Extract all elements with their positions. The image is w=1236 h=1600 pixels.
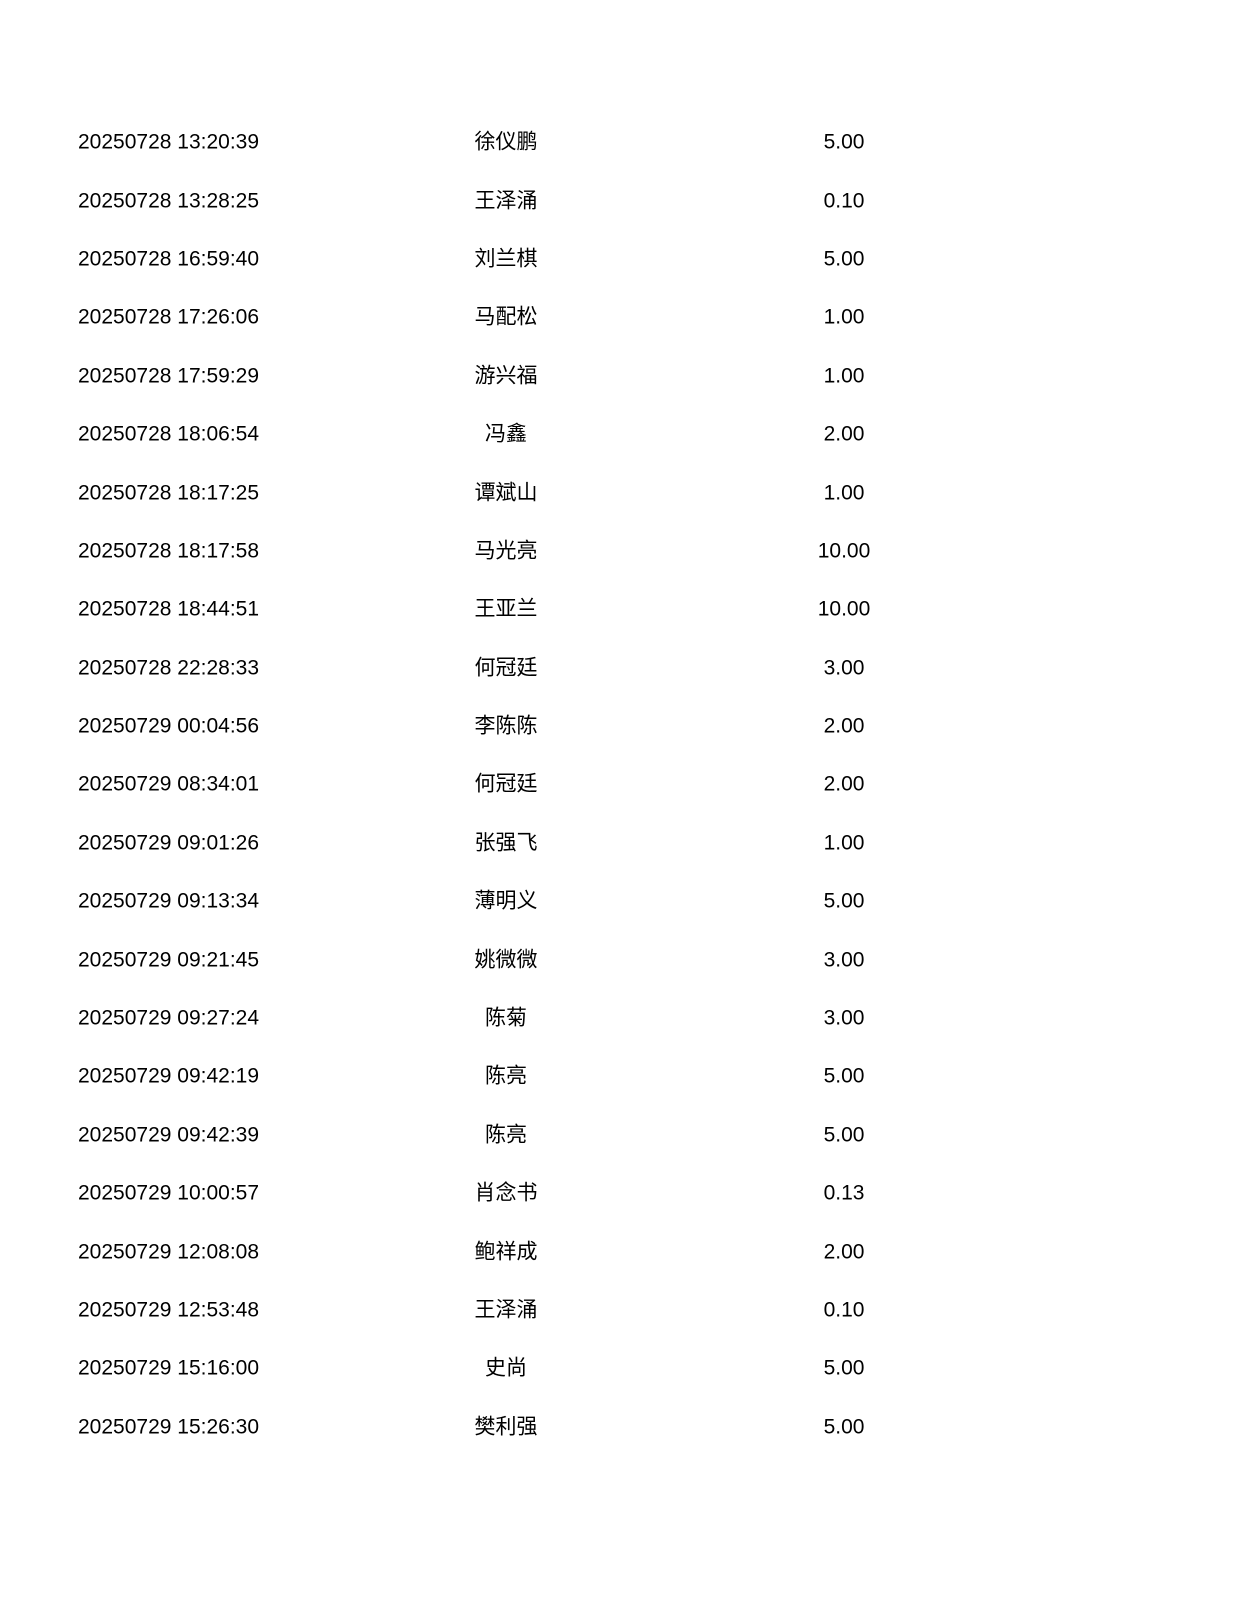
transaction-time: 20250729 00:04:56 (78, 714, 260, 738)
table-row: 20250728 18:06:54 冯鑫 2.00 (0, 405, 1236, 463)
table-row: 20250729 09:42:39 陈亮 5.00 (0, 1106, 1236, 1164)
transaction-amount: 1.00 (823, 831, 865, 855)
transaction-time: 20250729 12:08:08 (78, 1240, 260, 1264)
transaction-time: 20250729 09:21:45 (78, 948, 260, 972)
transaction-name: 陈亮 (485, 1064, 527, 1088)
transaction-amount: 0.10 (823, 1298, 865, 1322)
transaction-amount: 1.00 (823, 481, 865, 505)
transaction-name: 王泽涌 (474, 189, 538, 213)
transaction-name: 马配松 (474, 305, 538, 329)
transaction-amount: 5.00 (823, 1064, 865, 1088)
transaction-time: 20250728 13:20:39 (78, 130, 260, 154)
transaction-amount: 10.00 (817, 597, 871, 621)
transaction-amount: 0.10 (823, 189, 865, 213)
table-row: 20250729 08:34:01 何冠廷 2.00 (0, 755, 1236, 813)
transaction-amount: 10.00 (817, 539, 871, 563)
transaction-time: 20250728 16:59:40 (78, 247, 260, 271)
transaction-time: 20250728 22:28:33 (78, 656, 260, 680)
transaction-name: 陈亮 (485, 1123, 527, 1147)
transaction-time: 20250729 08:34:01 (78, 772, 260, 796)
transaction-amount: 3.00 (823, 656, 865, 680)
transactions-table: 20250728 13:20:39 徐仪鹏 5.00 20250728 13:28:2… (0, 113, 1236, 1456)
transaction-name: 姚微微 (474, 948, 538, 972)
transaction-amount: 5.00 (823, 130, 865, 154)
table-row: 20250729 09:01:26 张强飞 1.00 (0, 814, 1236, 872)
transaction-name: 谭斌山 (474, 481, 538, 505)
table-row: 20250729 09:13:34 薄明义 5.00 (0, 872, 1236, 930)
transaction-time: 20250728 17:26:06 (78, 305, 260, 329)
transaction-time: 20250728 17:59:29 (78, 364, 260, 388)
transaction-time: 20250729 09:01:26 (78, 831, 260, 855)
transaction-name: 马光亮 (474, 539, 538, 563)
transaction-amount: 5.00 (823, 1415, 865, 1439)
transaction-time: 20250729 10:00:57 (78, 1181, 260, 1205)
transaction-name: 何冠廷 (474, 656, 538, 680)
table-row: 20250728 16:59:40 刘兰棋 5.00 (0, 230, 1236, 288)
transaction-amount: 2.00 (823, 422, 865, 446)
transaction-time: 20250729 09:42:19 (78, 1064, 260, 1088)
transaction-amount: 2.00 (823, 714, 865, 738)
transaction-name: 陈菊 (485, 1006, 527, 1030)
table-row: 20250729 09:21:45 姚微微 3.00 (0, 930, 1236, 988)
transaction-name: 史尚 (485, 1356, 527, 1380)
table-row: 20250728 18:17:58 马光亮 10.00 (0, 522, 1236, 580)
transaction-amount: 0.13 (823, 1181, 865, 1205)
table-row: 20250728 17:26:06 马配松 1.00 (0, 288, 1236, 346)
table-row: 20250729 09:42:19 陈亮 5.00 (0, 1047, 1236, 1105)
table-row: 20250729 10:00:57 肖念书 0.13 (0, 1164, 1236, 1222)
transaction-time: 20250728 18:06:54 (78, 422, 260, 446)
table-row: 20250728 18:17:25 谭斌山 1.00 (0, 463, 1236, 521)
table-row: 20250728 17:59:29 游兴福 1.00 (0, 347, 1236, 405)
transaction-name: 薄明义 (474, 889, 538, 913)
transaction-time: 20250729 15:26:30 (78, 1415, 260, 1439)
table-row: 20250728 13:20:39 徐仪鹏 5.00 (0, 113, 1236, 171)
table-row: 20250729 15:16:00 史尚 5.00 (0, 1339, 1236, 1397)
table-row: 20250729 12:53:48 王泽涌 0.10 (0, 1281, 1236, 1339)
transaction-name: 何冠廷 (474, 772, 538, 796)
table-row: 20250729 00:04:56 李陈陈 2.00 (0, 697, 1236, 755)
transaction-name: 王亚兰 (474, 597, 538, 621)
table-row: 20250729 15:26:30 樊利强 5.00 (0, 1398, 1236, 1456)
transaction-name: 李陈陈 (474, 714, 538, 738)
table-row: 20250728 22:28:33 何冠廷 3.00 (0, 639, 1236, 697)
transaction-time: 20250729 15:16:00 (78, 1356, 260, 1380)
transaction-name: 刘兰棋 (474, 247, 538, 271)
transaction-time: 20250729 09:27:24 (78, 1006, 260, 1030)
transaction-name: 樊利强 (474, 1415, 538, 1439)
transaction-amount: 5.00 (823, 889, 865, 913)
transaction-name: 鲍祥成 (474, 1240, 538, 1264)
table-row: 20250728 18:44:51 王亚兰 10.00 (0, 580, 1236, 638)
transaction-name: 冯鑫 (485, 422, 527, 446)
transaction-name: 肖念书 (474, 1181, 538, 1205)
transaction-name: 徐仪鹏 (474, 130, 538, 154)
transaction-time: 20250728 13:28:25 (78, 189, 260, 213)
transaction-time: 20250729 12:53:48 (78, 1298, 260, 1322)
transaction-time: 20250728 18:44:51 (78, 597, 260, 621)
table-row: 20250729 09:27:24 陈菊 3.00 (0, 989, 1236, 1047)
transaction-amount: 5.00 (823, 1356, 865, 1380)
transaction-amount: 1.00 (823, 364, 865, 388)
transaction-time: 20250728 18:17:25 (78, 481, 260, 505)
transaction-name: 王泽涌 (474, 1298, 538, 1322)
transaction-amount: 2.00 (823, 1240, 865, 1264)
table-row: 20250728 13:28:25 王泽涌 0.10 (0, 171, 1236, 229)
transaction-amount: 3.00 (823, 1006, 865, 1030)
transaction-name: 张强飞 (474, 831, 538, 855)
transaction-amount: 2.00 (823, 772, 865, 796)
transaction-amount: 3.00 (823, 948, 865, 972)
transaction-name: 游兴福 (474, 364, 538, 388)
transaction-time: 20250728 18:17:58 (78, 539, 260, 563)
transaction-amount: 5.00 (823, 247, 865, 271)
transaction-amount: 5.00 (823, 1123, 865, 1147)
transaction-time: 20250729 09:13:34 (78, 889, 260, 913)
transaction-amount: 1.00 (823, 305, 865, 329)
transaction-time: 20250729 09:42:39 (78, 1123, 260, 1147)
table-row: 20250729 12:08:08 鲍祥成 2.00 (0, 1222, 1236, 1280)
